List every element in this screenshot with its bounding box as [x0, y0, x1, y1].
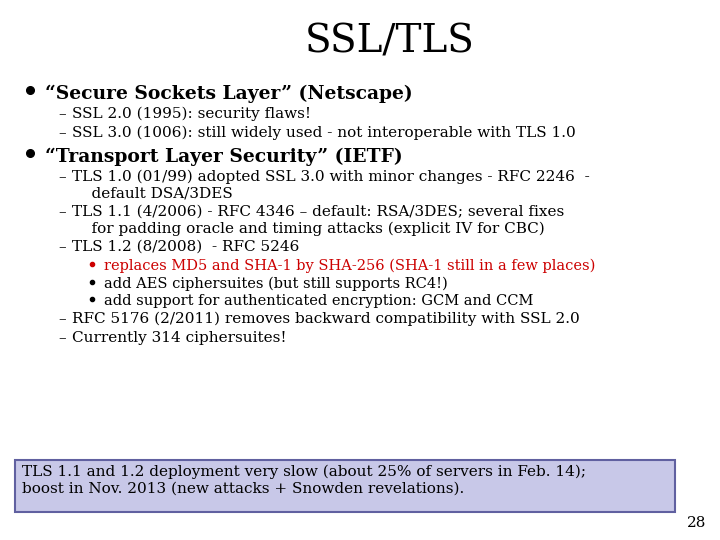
Text: 28: 28	[687, 516, 706, 530]
Text: TLS 1.1 (4/2006) - RFC 4346 – default: RSA/3DES; several fixes
    for padding o: TLS 1.1 (4/2006) - RFC 4346 – default: R…	[72, 205, 564, 235]
Text: TLS 1.0 (01/99) adopted SSL 3.0 with minor changes - RFC 2246  -
    default DSA: TLS 1.0 (01/99) adopted SSL 3.0 with min…	[72, 170, 590, 200]
Text: Currently 314 ciphersuites!: Currently 314 ciphersuites!	[72, 331, 287, 345]
Text: –: –	[58, 107, 66, 121]
Text: “Secure Sockets Layer” (Netscape): “Secure Sockets Layer” (Netscape)	[45, 85, 413, 103]
Text: “Transport Layer Security” (IETF): “Transport Layer Security” (IETF)	[45, 148, 402, 166]
Text: –: –	[58, 205, 66, 219]
Text: –: –	[58, 170, 66, 184]
Text: RFC 5176 (2/2011) removes backward compatibility with SSL 2.0: RFC 5176 (2/2011) removes backward compa…	[72, 312, 580, 326]
FancyBboxPatch shape	[15, 460, 675, 512]
Text: TLS 1.2 (8/2008)  - RFC 5246: TLS 1.2 (8/2008) - RFC 5246	[72, 240, 300, 254]
Text: add support for authenticated encryption: GCM and CCM: add support for authenticated encryption…	[104, 294, 534, 308]
Text: TLS 1.1 and 1.2 deployment very slow (about 25% of servers in Feb. 14);
boost in: TLS 1.1 and 1.2 deployment very slow (ab…	[22, 465, 586, 496]
Text: add AES ciphersuites (but still supports RC4!): add AES ciphersuites (but still supports…	[104, 277, 448, 292]
Text: –: –	[58, 126, 66, 140]
Text: –: –	[58, 331, 66, 345]
Text: –: –	[58, 312, 66, 326]
Text: SSL 2.0 (1995): security flaws!: SSL 2.0 (1995): security flaws!	[72, 107, 311, 122]
Text: replaces MD5 and SHA-1 by SHA-256 (SHA-1 still in a few places): replaces MD5 and SHA-1 by SHA-256 (SHA-1…	[104, 259, 595, 273]
Text: –: –	[58, 240, 66, 254]
Text: SSL/TLS: SSL/TLS	[305, 24, 475, 61]
Text: SSL 3.0 (1006): still widely used - not interoperable with TLS 1.0: SSL 3.0 (1006): still widely used - not …	[72, 126, 576, 140]
